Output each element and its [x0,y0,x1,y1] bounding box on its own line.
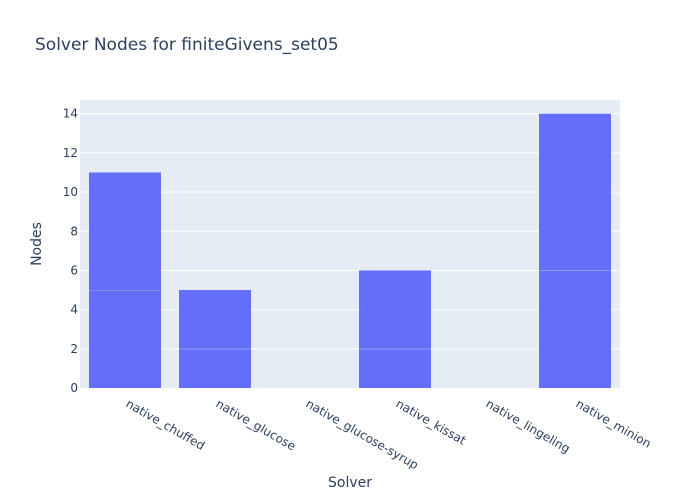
bars [89,113,611,388]
y-axis-title: Nodes [29,222,45,266]
plot-background [80,100,620,388]
chart-title: Solver Nodes for finiteGivens_set05 [35,35,339,55]
y-tick-label: 6 [70,263,78,277]
bar-native_minion-segment-1 [539,270,611,388]
plot-area: 0 2 4 6 8 10 12 14 native_chuffed native_glucose… [63,100,654,472]
y-tick-label: 4 [70,303,78,317]
x-tick-label: native_minion [574,396,654,450]
y-tick-label: 8 [70,224,78,238]
bar-native_minion-segment-2 [539,113,611,271]
bar-native_glucose-segment-1 [179,348,251,388]
x-tick-label: native_lingeling [484,396,573,455]
x-axis-ticks: native_chuffed native_glucose native_gluco… [124,396,654,472]
x-axis-title: Solver [328,475,372,491]
grid-lines [80,113,620,350]
x-tick-label: native_glucose [214,396,299,453]
bar-native_kissat-segment-2 [359,270,431,349]
y-tick-label: 0 [70,381,78,395]
x-tick-label: native_kissat [394,396,469,447]
bar-native_chuffed-segment-2 [89,172,161,291]
y-tick-label: 12 [63,146,78,160]
x-tick-label: native_chuffed [124,396,208,452]
y-tick-label: 2 [70,342,78,356]
bar-native_glucose-segment-2 [179,290,251,349]
y-tick-label: 14 [63,107,78,121]
bar-native_chuffed-segment-1 [89,290,161,388]
bar-native_kissat-segment-1 [359,348,431,388]
y-axis-ticks: 0 2 4 6 8 10 12 14 [63,107,78,395]
y-tick-label: 10 [63,185,78,199]
